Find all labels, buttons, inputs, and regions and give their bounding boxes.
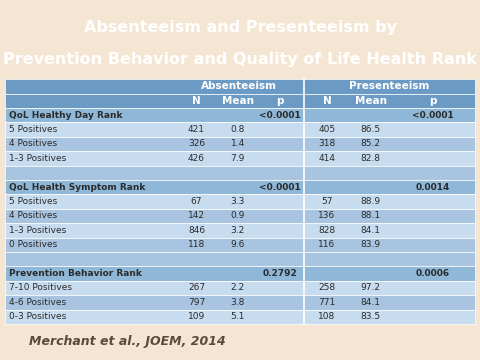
Text: 326: 326	[188, 139, 205, 148]
Text: 405: 405	[318, 125, 336, 134]
Text: 108: 108	[318, 312, 336, 321]
Text: 9.6: 9.6	[230, 240, 245, 249]
Text: Mean: Mean	[222, 96, 253, 106]
Text: 3.8: 3.8	[230, 298, 245, 307]
Text: QoL Health Symptom Rank: QoL Health Symptom Rank	[9, 183, 145, 192]
Text: p: p	[429, 96, 437, 106]
Text: 797: 797	[188, 298, 205, 307]
Text: N: N	[323, 96, 331, 106]
Text: <0.0001: <0.0001	[412, 111, 454, 120]
Text: 85.2: 85.2	[360, 139, 381, 148]
Text: 3.3: 3.3	[230, 197, 245, 206]
Text: 83.9: 83.9	[360, 240, 381, 249]
Bar	[5, 79, 475, 94]
Bar	[5, 180, 475, 194]
Bar	[5, 209, 475, 223]
Text: p: p	[276, 96, 284, 106]
Bar	[5, 122, 475, 137]
Bar	[5, 166, 475, 180]
Text: 67: 67	[191, 197, 202, 206]
Text: 846: 846	[188, 226, 205, 235]
Text: 828: 828	[318, 226, 336, 235]
Text: 0.8: 0.8	[230, 125, 245, 134]
Text: 97.2: 97.2	[360, 284, 381, 292]
Bar	[5, 94, 475, 108]
Bar	[5, 266, 475, 281]
Text: 7-10 Positives: 7-10 Positives	[9, 284, 72, 292]
Text: 0-3 Positives: 0-3 Positives	[9, 312, 66, 321]
Text: <0.0001: <0.0001	[259, 183, 301, 192]
Text: 109: 109	[188, 312, 205, 321]
Text: 136: 136	[318, 211, 336, 220]
Text: 88.1: 88.1	[360, 211, 381, 220]
Text: 1-3 Positives: 1-3 Positives	[9, 154, 66, 163]
Text: 5 Positives: 5 Positives	[9, 125, 57, 134]
Text: 118: 118	[188, 240, 205, 249]
Text: 7.9: 7.9	[230, 154, 245, 163]
Text: 4 Positives: 4 Positives	[9, 211, 57, 220]
Text: Merchant et al., JOEM, 2014: Merchant et al., JOEM, 2014	[29, 336, 225, 348]
Text: 84.1: 84.1	[360, 298, 381, 307]
Text: 4-6 Positives: 4-6 Positives	[9, 298, 66, 307]
Bar	[5, 238, 475, 252]
Text: Absenteeism: Absenteeism	[201, 81, 277, 91]
Text: 4 Positives: 4 Positives	[9, 139, 57, 148]
Text: 0.2792: 0.2792	[263, 269, 297, 278]
Text: 1.4: 1.4	[230, 139, 245, 148]
Text: 83.5: 83.5	[360, 312, 381, 321]
Text: 116: 116	[318, 240, 336, 249]
Text: Presenteeism: Presenteeism	[349, 81, 430, 91]
Text: 0 Positives: 0 Positives	[9, 240, 57, 249]
Bar	[5, 194, 475, 209]
Bar	[5, 151, 475, 166]
Text: 258: 258	[318, 284, 336, 292]
Bar	[5, 310, 475, 324]
Text: 421: 421	[188, 125, 205, 134]
Text: 82.8: 82.8	[360, 154, 381, 163]
Text: 414: 414	[319, 154, 336, 163]
Text: 57: 57	[321, 197, 333, 206]
Bar	[5, 108, 475, 122]
Text: Prevention Behavior Rank: Prevention Behavior Rank	[9, 269, 142, 278]
Text: 771: 771	[318, 298, 336, 307]
Text: 426: 426	[188, 154, 205, 163]
Text: 0.0006: 0.0006	[416, 269, 450, 278]
Text: 5.1: 5.1	[230, 312, 245, 321]
Text: Prevention Behavior and Quality of Life Health Rank: Prevention Behavior and Quality of Life …	[3, 52, 477, 67]
Text: 142: 142	[188, 211, 205, 220]
Text: QoL Healthy Day Rank: QoL Healthy Day Rank	[9, 111, 122, 120]
Text: Mean: Mean	[355, 96, 386, 106]
Text: 84.1: 84.1	[360, 226, 381, 235]
Text: 3.2: 3.2	[230, 226, 245, 235]
Text: 1-3 Positives: 1-3 Positives	[9, 226, 66, 235]
Text: <0.0001: <0.0001	[259, 111, 301, 120]
Bar	[5, 137, 475, 151]
Bar	[5, 252, 475, 266]
Text: 318: 318	[318, 139, 336, 148]
Text: 5 Positives: 5 Positives	[9, 197, 57, 206]
Text: 0.9: 0.9	[230, 211, 245, 220]
Bar	[5, 295, 475, 310]
Text: Absenteeism and Presenteeism by: Absenteeism and Presenteeism by	[84, 20, 396, 35]
Text: N: N	[192, 96, 201, 106]
Bar	[5, 223, 475, 238]
Bar	[5, 281, 475, 295]
Text: 2.2: 2.2	[230, 284, 245, 292]
Text: 0.0014: 0.0014	[416, 183, 450, 192]
Text: 267: 267	[188, 284, 205, 292]
Text: 88.9: 88.9	[360, 197, 381, 206]
Text: 86.5: 86.5	[360, 125, 381, 134]
